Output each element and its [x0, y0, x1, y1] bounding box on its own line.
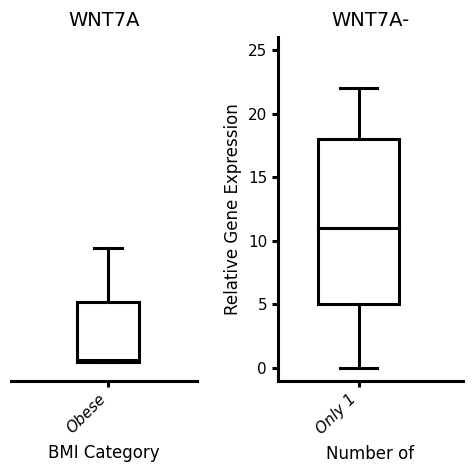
X-axis label: Number of: Number of [326, 445, 414, 463]
X-axis label: BMI Category: BMI Category [48, 444, 160, 462]
Bar [77, 302, 139, 363]
Bar [318, 139, 399, 304]
Title: WNT7A-: WNT7A- [331, 11, 410, 30]
Y-axis label: Relative Gene Expression: Relative Gene Expression [224, 103, 242, 315]
Bar [0, 146, 7, 266]
Title: WNT7A: WNT7A [68, 11, 139, 30]
